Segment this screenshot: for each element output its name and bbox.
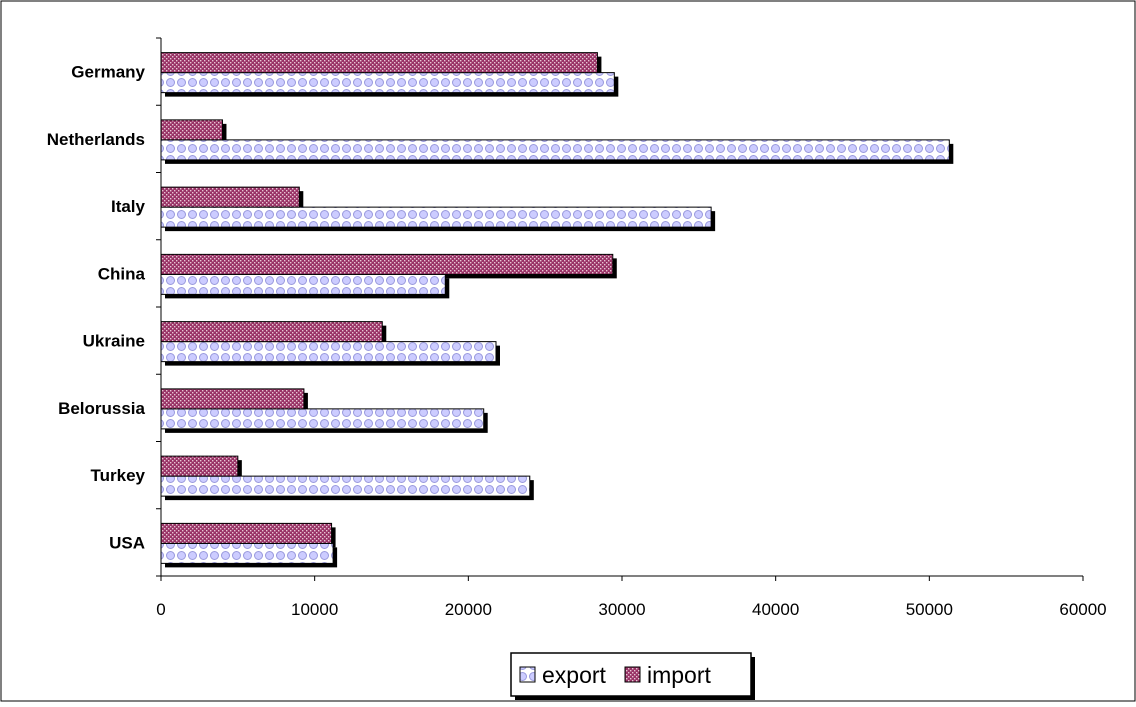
x-tick-label: 50000 (906, 600, 953, 619)
bar-import-china (160, 253, 614, 275)
x-tick-label: 0 (156, 600, 165, 619)
bar-import-ukraine (160, 321, 383, 343)
x-tick-label: 30000 (598, 600, 645, 619)
bar-import-usa (160, 522, 333, 544)
legend-swatch-export (519, 666, 536, 683)
x-tick-label: 20000 (445, 600, 492, 619)
category-label: Turkey (91, 466, 146, 485)
legend-label-import: import (647, 662, 712, 688)
category-label: USA (109, 533, 145, 552)
bar-export-china (160, 273, 446, 295)
bar-export-netherlands (160, 139, 950, 161)
category-label: Italy (111, 197, 146, 216)
bar-import-belorussia (160, 388, 305, 410)
bar-import-turkey (160, 455, 239, 477)
bar-export-usa (160, 542, 334, 564)
category-label: Netherlands (47, 130, 145, 149)
bar-import-netherlands (160, 119, 223, 141)
category-label: Ukraine (83, 332, 145, 351)
legend: export import (510, 652, 755, 700)
bar-export-italy (160, 206, 712, 228)
bar-export-turkey (160, 475, 531, 497)
bars-layer (160, 52, 954, 568)
x-tick-label: 60000 (1059, 600, 1106, 619)
legend-label-export: export (542, 662, 607, 688)
category-label: Belorussia (58, 399, 145, 418)
legend-swatch-import (624, 666, 641, 683)
category-label: Germany (71, 63, 145, 82)
x-tick-label: 10000 (291, 600, 338, 619)
bar-import-germany (160, 52, 598, 74)
x-axis: 0 10000 20000 30000 40000 50000 60000 (156, 575, 1107, 619)
bar-export-germany (160, 72, 615, 94)
bar-import-italy (160, 186, 300, 208)
category-label: China (98, 264, 146, 283)
x-tick-label: 40000 (752, 600, 799, 619)
bar-export-ukraine (160, 341, 497, 363)
category-axis: Germany Netherlands Italy China Ukraine Belor… (47, 37, 162, 577)
bar-export-belorussia (160, 408, 485, 430)
